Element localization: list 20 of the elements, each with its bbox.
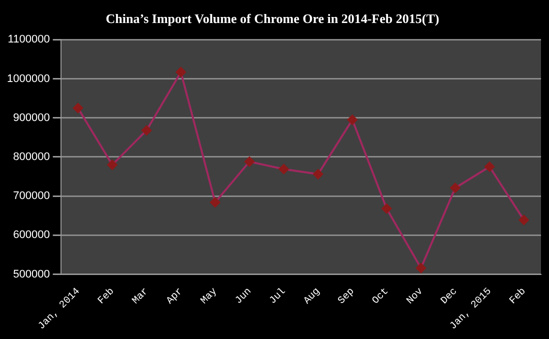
x-tick-label: Mar [130, 286, 152, 307]
chart-title: China’s Import Volume of Chrome Ore in 2014-Feb 2015(T) [106, 11, 440, 26]
x-tick-label: Oct [370, 286, 392, 307]
x-tick-label: Nov [405, 286, 426, 307]
y-tick-label: 700000 [13, 190, 50, 202]
y-tick-label: 1100000 [8, 34, 50, 46]
x-tick-label: Jul [267, 286, 288, 307]
x-tick-label: Aug [302, 286, 323, 307]
x-tick-label: Feb [507, 286, 529, 307]
x-tick-label: Dec [439, 286, 460, 307]
y-tick-label: 900000 [13, 112, 50, 124]
y-tick-label: 800000 [13, 150, 50, 163]
x-tick-label: Sep [336, 286, 358, 307]
y-tick-label: 600000 [13, 229, 50, 242]
x-tick-label: May [199, 286, 220, 307]
y-tick-label: 500000 [13, 268, 50, 280]
y-tick-label: 1000000 [6, 72, 50, 85]
x-tick-label: Feb [96, 286, 117, 307]
x-tick-label: Jun [234, 286, 254, 307]
x-tick-label: Apr [165, 286, 186, 307]
